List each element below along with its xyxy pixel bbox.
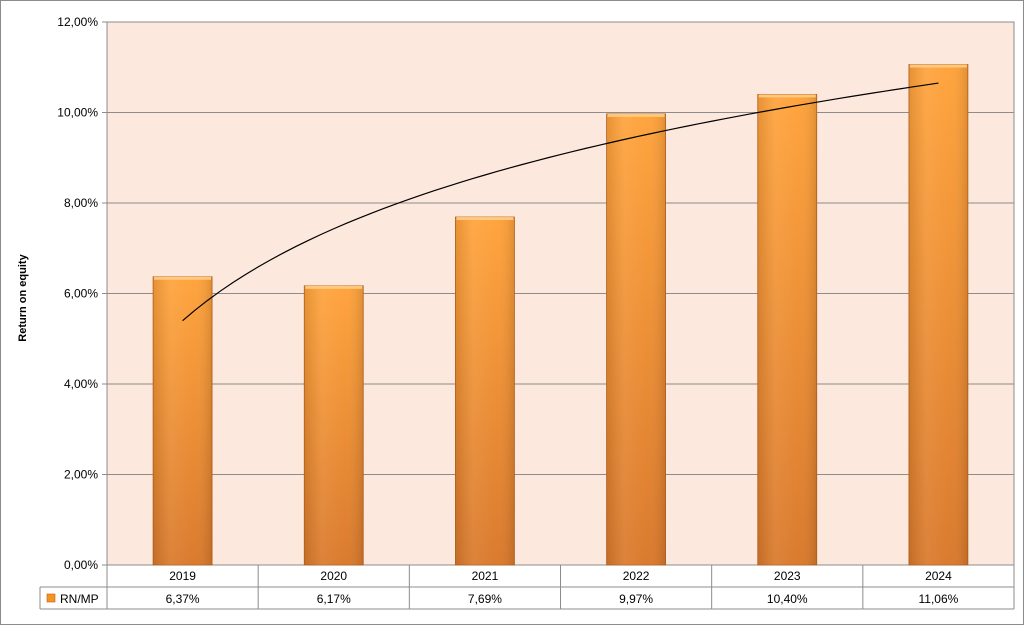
y-axis-label: Return on equity bbox=[17, 253, 29, 341]
data-table: 2019 6,37% 2020 6,17% 2021 7,69% 2022 9,97% 2023… bbox=[39, 565, 1015, 610]
bar-top-highlight bbox=[758, 94, 816, 98]
legend-key bbox=[46, 593, 56, 603]
y-tick-label: 8,00% bbox=[64, 196, 98, 210]
data-value-label: 6,37% bbox=[166, 592, 200, 606]
data-value-label: 9,97% bbox=[619, 592, 653, 606]
bar-top-highlight bbox=[456, 217, 514, 221]
bar-2020 bbox=[303, 285, 364, 566]
y-tick-label: 0,00% bbox=[64, 558, 98, 572]
bar-sheen bbox=[757, 94, 817, 566]
x-category-label: 2020 bbox=[320, 569, 347, 583]
trendline-group bbox=[182, 82, 939, 322]
bar-top-highlight bbox=[607, 113, 665, 117]
bar-2019 bbox=[152, 276, 213, 566]
x-category-label: 2024 bbox=[925, 569, 952, 583]
y-tick-label: 10,00% bbox=[57, 106, 98, 120]
bar-sheen bbox=[304, 285, 364, 565]
bar-sheen bbox=[606, 113, 666, 566]
x-category-label: 2021 bbox=[472, 569, 499, 583]
bar-2022 bbox=[606, 113, 666, 566]
data-value-label: 11,06% bbox=[919, 592, 959, 606]
bar-2023 bbox=[757, 94, 818, 566]
bar-top-highlight bbox=[305, 285, 363, 289]
data-value-label: 6,17% bbox=[317, 592, 351, 606]
y-tick-label: 12,00% bbox=[57, 15, 98, 29]
gridlines bbox=[107, 21, 1014, 475]
bar-top-highlight bbox=[154, 276, 212, 280]
bar-sheen bbox=[153, 276, 213, 565]
y-axis-ticks: 0,00% 2,00% 4,00% 6,00% 8,00% 10,00% 12,00% bbox=[57, 15, 107, 572]
bars bbox=[152, 64, 969, 566]
bar-sheen bbox=[455, 217, 515, 565]
bar-2024 bbox=[908, 64, 969, 566]
y-tick-label: 4,00% bbox=[64, 377, 98, 391]
x-category-label: 2019 bbox=[169, 569, 196, 583]
data-value-label: 10,40% bbox=[767, 592, 808, 606]
y-tick-label: 2,00% bbox=[64, 468, 98, 482]
bar-sheen bbox=[908, 64, 968, 565]
x-category-label: 2022 bbox=[623, 569, 650, 583]
bar-2021 bbox=[455, 216, 515, 566]
y-tick-label: 6,00% bbox=[64, 287, 98, 301]
bar-top-highlight bbox=[909, 64, 967, 68]
trendline bbox=[182, 82, 939, 322]
data-value-label: 7,69% bbox=[468, 592, 502, 606]
legend-series-name: RN/MP bbox=[60, 592, 99, 606]
x-category-label: 2023 bbox=[774, 569, 801, 583]
